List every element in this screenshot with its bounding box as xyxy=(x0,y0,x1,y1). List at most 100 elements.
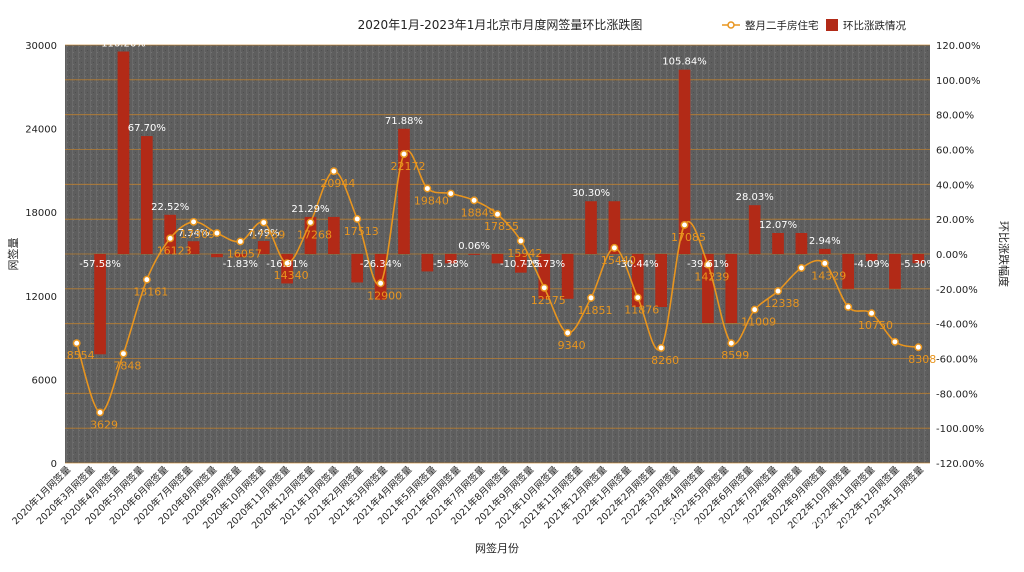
line-data-label: 15942 xyxy=(507,247,542,260)
bar-data-label: -57.58% xyxy=(79,259,121,270)
line-data-label: 14329 xyxy=(811,269,846,282)
bar xyxy=(608,201,621,254)
line-point xyxy=(657,343,666,352)
bar-data-label: 30.30% xyxy=(572,188,610,199)
line-point xyxy=(750,305,759,314)
bar xyxy=(561,254,574,299)
line-point xyxy=(329,167,338,176)
line-data-label: 12575 xyxy=(531,294,566,307)
y2-tick-label: -100.00% xyxy=(936,424,984,435)
line-point xyxy=(236,237,245,246)
line-data-label: 13161 xyxy=(133,286,168,299)
line-point xyxy=(867,309,876,318)
bar xyxy=(772,232,784,254)
line-data-label: 14239 xyxy=(694,271,729,284)
line-point xyxy=(166,234,175,243)
bar xyxy=(678,69,691,254)
y-tick-label: 6000 xyxy=(32,375,57,386)
line-point xyxy=(213,229,221,238)
legend-item-line[interactable]: 整月二手房住宅 xyxy=(722,19,819,32)
y2-tick-label: 40.00% xyxy=(936,180,974,191)
line-data-label: 16123 xyxy=(157,244,192,257)
bar xyxy=(865,254,878,262)
line-point xyxy=(189,217,198,226)
bar xyxy=(421,254,434,272)
x-axis-ticks: 2020年1月网签量2020年3月网签量2020年4月网签量2020年5月网签量… xyxy=(10,463,927,531)
y-tick-label: 0 xyxy=(51,459,57,470)
bar xyxy=(655,254,667,308)
bar-data-label: -10.71% xyxy=(500,259,542,270)
line-data-label: 18849 xyxy=(461,206,496,219)
line-point xyxy=(283,259,292,268)
bar-data-label: -5.38% xyxy=(433,259,468,270)
line-point xyxy=(844,302,853,311)
watermark: 微信号: wang-an-18810574478 xyxy=(625,514,931,538)
line-point xyxy=(142,275,151,284)
bar xyxy=(234,254,247,258)
bar-data-label: -25.73% xyxy=(523,259,565,270)
bar-data-label: -1.83% xyxy=(223,259,258,270)
bar-data-label: -5.30% xyxy=(901,259,936,270)
bar-data-label: -39.61% xyxy=(687,259,729,270)
bar xyxy=(725,254,738,323)
line-point xyxy=(470,196,479,205)
bar xyxy=(702,254,714,323)
y2-tick-label: 80.00% xyxy=(936,111,974,122)
y2-tick-label: 0.00% xyxy=(936,250,968,261)
legend: 整月二手房住宅 环比涨跌情况 xyxy=(722,19,906,32)
bar xyxy=(818,248,831,254)
line-data-label: 17309 xyxy=(180,228,215,241)
line-point xyxy=(680,220,689,229)
line-data-label: 12900 xyxy=(367,289,402,302)
line-data-label: 7848 xyxy=(113,360,141,373)
y-tick-label: 12000 xyxy=(25,292,57,303)
gridlines xyxy=(65,44,930,464)
line-point xyxy=(72,339,81,348)
line-point xyxy=(493,210,502,219)
line-data-label: 22172 xyxy=(390,160,425,173)
y2-tick-label: -40.00% xyxy=(936,320,978,331)
bar xyxy=(398,128,410,254)
y2-tick-label: -60.00% xyxy=(936,355,978,366)
bar xyxy=(748,205,761,254)
line-point xyxy=(703,260,712,269)
legend-label-bar: 环比涨跌情况 xyxy=(843,19,906,32)
line-point xyxy=(563,328,572,337)
line-point xyxy=(633,293,642,302)
line-data-label: 3629 xyxy=(90,418,118,431)
bar xyxy=(164,214,177,254)
line-point xyxy=(820,259,829,268)
y2-tick-label: -20.00% xyxy=(936,285,978,296)
bar xyxy=(444,254,457,264)
line-data-label: 9340 xyxy=(558,339,586,352)
line-data-label: 11009 xyxy=(741,316,776,329)
bar xyxy=(211,254,223,258)
line-data-label: 20944 xyxy=(320,177,355,190)
line-point xyxy=(119,349,128,358)
y2-tick-label: 120.00% xyxy=(936,41,981,52)
bar-data-label: -4.09% xyxy=(854,259,889,270)
y2-axis-ticks: -120.00% -100.00% -80.00% -60.00% -40.00% -20… xyxy=(936,41,984,470)
bar xyxy=(468,253,480,255)
y-tick-label: 18000 xyxy=(25,208,57,219)
line-point xyxy=(890,337,899,346)
line-point xyxy=(516,236,525,245)
line-data-label: 16057 xyxy=(227,247,262,260)
y2-tick-label: 100.00% xyxy=(936,76,981,87)
bar xyxy=(94,254,106,355)
bar-data-label: 7.49% xyxy=(248,228,280,239)
y2-axis-label: 环比涨跌幅度 xyxy=(997,221,1011,287)
line-data-label: 15440 xyxy=(601,254,636,267)
bar xyxy=(304,216,317,254)
bar-data-label: 116.26% xyxy=(101,39,146,50)
bar-data-label: 2.94% xyxy=(809,236,841,247)
line-data-label: 11876 xyxy=(624,304,659,317)
legend-bar-swatch xyxy=(826,19,838,31)
bar xyxy=(187,241,200,254)
bar xyxy=(842,254,855,289)
legend-item-bar[interactable]: 环比涨跌情况 xyxy=(826,19,906,32)
line-point xyxy=(540,283,549,292)
bar xyxy=(140,136,153,254)
bar-data-label: 67.70% xyxy=(128,123,166,134)
